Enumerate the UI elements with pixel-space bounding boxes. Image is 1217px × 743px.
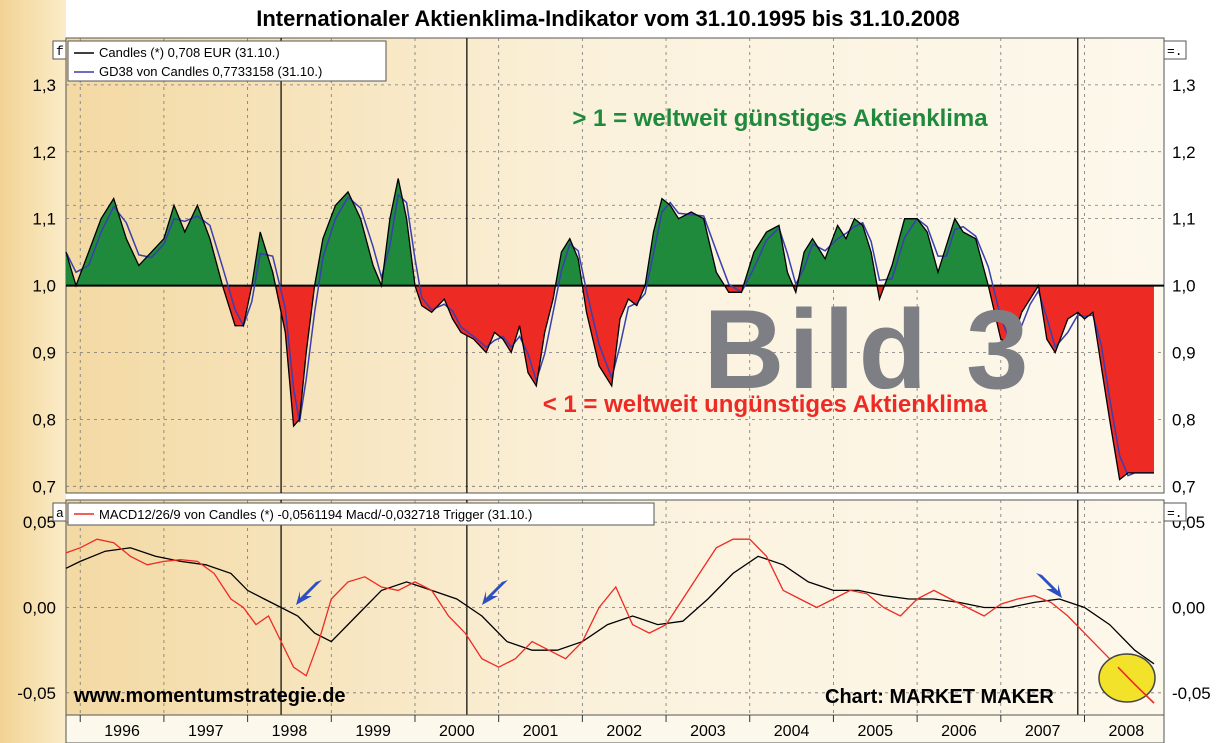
upper-y-tick-right: 1,2 bbox=[1172, 143, 1196, 162]
x-tick-label: 2003 bbox=[690, 723, 726, 740]
lower-y-tick-right: 0,00 bbox=[1172, 599, 1205, 618]
footer-website: www.momentumstrategie.de bbox=[73, 685, 346, 707]
lower-corner-label-frame bbox=[1163, 502, 1187, 522]
upper-legend-gd38: GD38 von Candles 0,7733158 (31.10.) bbox=[99, 64, 322, 79]
x-ticks: 1996 1997 1998 1999 2000 2001 2002 2003 2004 2005… bbox=[79, 715, 1145, 740]
footer-source: Chart: MARKET MAKER bbox=[825, 686, 1054, 708]
negative-area bbox=[414, 285, 556, 386]
x-tick-label: 2001 bbox=[523, 723, 559, 740]
upper-box-label: f bbox=[56, 44, 64, 59]
upper-y-tick-right: 0,7 bbox=[1172, 477, 1196, 496]
upper-y-tick-left: 1,0 bbox=[32, 277, 56, 296]
positive-area bbox=[251, 232, 276, 286]
lower-corner-label: =. bbox=[1167, 506, 1183, 521]
upper-legend-candles: Candles (*) 0,708 EUR (31.10.) bbox=[99, 45, 280, 60]
x-tick-label: 2002 bbox=[606, 723, 642, 740]
signal-arrows bbox=[296, 573, 1062, 605]
x-tick-label: 2004 bbox=[774, 723, 810, 740]
upper-lines bbox=[65, 178, 1154, 481]
upper-y-ticks: 1,3 1,3 1,2 1,2 1,1 1,1 1,0 1,0 0,9 0,9 0,8 0,8 0,7 0… bbox=[32, 76, 1195, 496]
upper-corner-label-frame bbox=[1163, 40, 1187, 60]
arrow-2000 bbox=[482, 580, 508, 605]
left-margin bbox=[0, 0, 66, 743]
macd-line-tail bbox=[1117, 666, 1155, 704]
x-tick-label: 2005 bbox=[857, 723, 893, 740]
lower-y-tick-left: 0,00 bbox=[23, 599, 56, 618]
upper-y-tick-left: 0,7 bbox=[32, 477, 56, 496]
upper-y-tick-left: 1,2 bbox=[32, 143, 56, 162]
chart-title: Internationaler Aktienklima-Indikator vo… bbox=[256, 6, 960, 31]
arrow-2007 bbox=[1036, 573, 1062, 598]
upper-y-tick-left: 0,9 bbox=[32, 343, 56, 362]
upper-y-tick-right: 0,9 bbox=[1172, 343, 1196, 362]
lower-legend-macd: MACD12/26/9 von Candles (*) -0,0561194 M… bbox=[99, 507, 532, 522]
watermark-bild-3: Bild 3 bbox=[704, 287, 1033, 412]
lower-box-label: a bbox=[56, 506, 64, 521]
x-tick-label: 2000 bbox=[439, 723, 475, 740]
upper-y-tick-left: 1,1 bbox=[32, 210, 56, 229]
x-tick-label: 1996 bbox=[104, 723, 140, 740]
upper-y-tick-left: 0,8 bbox=[32, 410, 56, 429]
positive-area bbox=[645, 198, 725, 286]
candles-line bbox=[65, 178, 1154, 481]
annotation-negative: < 1 = weltweit ungünstiges Aktienklima bbox=[543, 391, 988, 418]
positive-area bbox=[797, 218, 878, 286]
positive-area bbox=[66, 198, 223, 286]
negative-area bbox=[222, 285, 252, 326]
upper-legend-box bbox=[67, 40, 387, 82]
upper-corner-label: =. bbox=[1167, 44, 1183, 59]
lower-legend-box bbox=[67, 502, 655, 526]
negative-area bbox=[275, 285, 315, 427]
x-tick-label: 2006 bbox=[941, 723, 977, 740]
x-tick-label: 1999 bbox=[355, 723, 391, 740]
upper-y-tick-right: 1,1 bbox=[1172, 210, 1196, 229]
lower-y-tick-right: -0,05 bbox=[1172, 684, 1211, 703]
negative-area bbox=[1038, 285, 1154, 480]
upper-y-tick-right: 1,0 bbox=[1172, 277, 1196, 296]
lower-y-tick-left: 0,05 bbox=[23, 513, 56, 532]
upper-y-tick-right: 0,8 bbox=[1172, 410, 1196, 429]
x-tick-label: 1998 bbox=[272, 723, 308, 740]
x-tick-label: 2007 bbox=[1025, 723, 1061, 740]
arrow-1998 bbox=[296, 580, 322, 605]
positive-area bbox=[743, 225, 793, 286]
upper-areas bbox=[66, 178, 1164, 480]
lower-line-end bbox=[1117, 666, 1155, 704]
right-margin bbox=[1164, 0, 1217, 743]
lower-lines bbox=[65, 538, 1155, 704]
positive-area bbox=[555, 238, 583, 286]
upper-box-label-frame bbox=[52, 40, 67, 60]
x-axis-band bbox=[65, 714, 1165, 743]
annotation-positive: > 1 = weltweit günstiges Aktienklima bbox=[572, 105, 988, 132]
positive-area bbox=[314, 178, 415, 286]
upper-grid bbox=[66, 38, 1164, 493]
macd-line bbox=[65, 538, 1155, 704]
negative-area bbox=[988, 285, 1039, 346]
upper-y-tick-left: 1,3 bbox=[32, 76, 56, 95]
x-tick-label: 2008 bbox=[1109, 723, 1145, 740]
lower-box-label-frame bbox=[52, 502, 67, 522]
lower-y-tick-left: -0,05 bbox=[17, 684, 56, 703]
x-tick-label: 1997 bbox=[188, 723, 224, 740]
gd38-line bbox=[65, 193, 1154, 477]
upper-y-tick-right: 1,3 bbox=[1172, 76, 1196, 95]
positive-area bbox=[884, 218, 989, 286]
